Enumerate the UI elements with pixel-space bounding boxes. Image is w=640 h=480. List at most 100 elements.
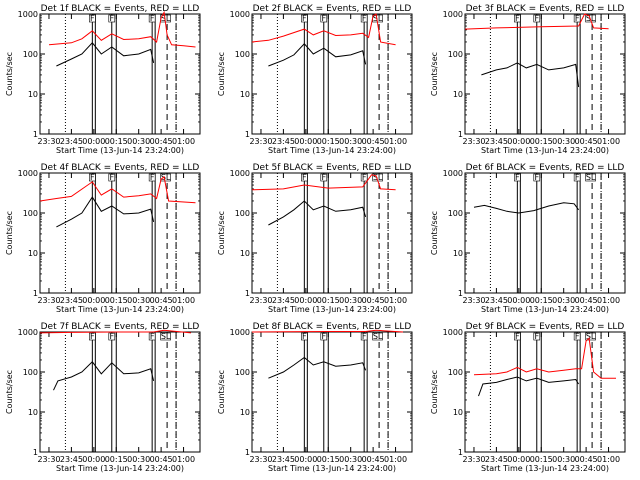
marker-label: F — [534, 14, 539, 23]
marker-label: F — [302, 14, 307, 23]
y-tick-label: 1000 — [443, 10, 463, 19]
y-tick-label: 10 — [240, 249, 250, 258]
chart-title: Det 1f BLACK = Events, RED = LLD — [41, 4, 200, 14]
marker-label: F — [150, 14, 155, 23]
x-tick-label: 00:30 — [552, 455, 575, 464]
series-line — [268, 43, 367, 67]
x-tick-label: 01:00 — [597, 296, 620, 305]
x-tick-label: 00:45 — [362, 296, 385, 305]
y-tick-label: 1 — [458, 130, 463, 139]
y-tick-label: 10 — [28, 408, 38, 417]
chart-panel: Det 2f BLACK = Events, RED = LLD 1 10 100 10… — [217, 4, 413, 155]
series-line — [481, 62, 580, 88]
marker-box — [160, 173, 171, 182]
y-tick-label: 10 — [240, 408, 250, 417]
x-axis-label: Start Time (13-Jun-14 23:24:00) — [56, 464, 184, 473]
y-tick-label: 1000 — [18, 10, 38, 19]
x-tick-label: 00:00 — [294, 137, 317, 146]
marker-label: F — [321, 14, 326, 23]
marker-box — [320, 332, 328, 341]
chart-title: Det 8f BLACK = Events, RED = LLD — [253, 322, 412, 332]
y-axis-label: Counts/sec — [217, 52, 226, 96]
series-line — [268, 356, 367, 379]
x-tick-label: 23:30 — [249, 455, 272, 464]
marker-label: F — [302, 173, 307, 182]
y-tick-label: 1 — [245, 289, 250, 298]
y-axis-label: Counts/sec — [217, 211, 226, 255]
marker-label: SL — [373, 173, 383, 182]
y-axis-label: Counts/sec — [217, 370, 226, 414]
x-tick-label: 00:45 — [150, 137, 173, 146]
marker-box — [533, 14, 541, 23]
x-axis-label: Start Time (13-Jun-14 23:24:00) — [268, 464, 396, 473]
y-tick-label: 1 — [245, 130, 250, 139]
marker-label: F — [109, 14, 114, 23]
y-tick-label: 100 — [235, 209, 250, 218]
x-tick-label: 23:45 — [485, 296, 508, 305]
x-tick-label: 23:30 — [37, 137, 60, 146]
x-tick-label: 01:00 — [597, 137, 620, 146]
marker-box — [320, 173, 328, 182]
y-tick-label: 1 — [33, 289, 38, 298]
marker-box — [89, 173, 96, 182]
chart-panel: Det 9f BLACK = Events, RED = LLD 1 10 100 10… — [430, 322, 626, 473]
y-tick-label: 1000 — [230, 328, 250, 337]
y-tick-label: 10 — [453, 90, 463, 99]
chart-title: Det 9f BLACK = Events, RED = LLD — [466, 322, 625, 332]
x-tick-label: 01:00 — [384, 455, 407, 464]
marker-box — [585, 332, 596, 341]
marker-label: F — [150, 332, 155, 341]
marker-box — [301, 14, 308, 23]
x-tick-label: 23:45 — [60, 137, 83, 146]
marker-label: SL — [161, 14, 171, 23]
chart-panel: Det 5f BLACK = Events, RED = LLD 1 10 100 10… — [217, 163, 413, 314]
series-line — [56, 42, 155, 67]
x-tick-label: 00:15 — [530, 455, 553, 464]
x-tick-label: 00:45 — [150, 296, 173, 305]
marker-label: F — [109, 173, 114, 182]
x-tick-label: 00:15 — [105, 296, 128, 305]
marker-label: F — [362, 173, 367, 182]
marker-label: F — [515, 332, 520, 341]
series-line — [53, 361, 155, 391]
marker-label: F — [90, 173, 95, 182]
y-tick-label: 1000 — [443, 328, 463, 337]
marker-box — [360, 14, 368, 23]
marker-box — [573, 332, 581, 341]
y-tick-label: 10 — [453, 249, 463, 258]
marker-box — [89, 332, 96, 341]
marker-label: F — [515, 173, 520, 182]
marker-label: SL — [161, 173, 171, 182]
series-line — [251, 329, 404, 333]
x-tick-label: 00:30 — [552, 296, 575, 305]
marker-box — [514, 332, 521, 341]
y-tick-label: 1000 — [443, 169, 463, 178]
y-axis-label: Counts/sec — [430, 370, 439, 414]
x-tick-label: 00:45 — [575, 296, 598, 305]
plot-frame — [464, 13, 626, 135]
x-tick-label: 00:00 — [507, 296, 530, 305]
x-tick-label: 00:30 — [339, 296, 362, 305]
marker-label: F — [321, 332, 326, 341]
y-tick-label: 100 — [448, 50, 463, 59]
x-tick-label: 00:15 — [530, 296, 553, 305]
x-tick-label: 01:00 — [384, 296, 407, 305]
x-tick-label: 23:45 — [60, 455, 83, 464]
x-tick-label: 00:45 — [575, 455, 598, 464]
x-tick-label: 01:00 — [172, 455, 195, 464]
y-tick-label: 1000 — [230, 169, 250, 178]
marker-label: F — [321, 173, 326, 182]
y-tick-label: 10 — [453, 408, 463, 417]
x-tick-label: 00:45 — [362, 455, 385, 464]
marker-label: SL — [373, 332, 383, 341]
x-axis-label: Start Time (13-Jun-14 23:24:00) — [481, 146, 609, 155]
y-tick-label: 100 — [448, 368, 463, 377]
marker-label: F — [575, 14, 580, 23]
x-tick-label: 00:30 — [339, 137, 362, 146]
x-tick-label: 00:30 — [552, 137, 575, 146]
marker-box — [320, 14, 328, 23]
marker-box — [514, 14, 521, 23]
marker-label: F — [90, 14, 95, 23]
marker-box — [108, 332, 116, 341]
